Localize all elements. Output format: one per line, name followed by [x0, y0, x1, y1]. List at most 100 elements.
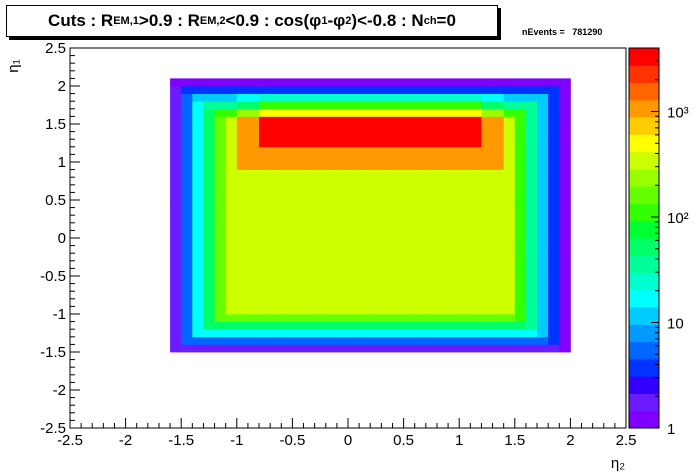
heatmap-cell — [370, 306, 382, 315]
heatmap-cell — [336, 306, 349, 315]
heatmap-cell — [325, 253, 338, 262]
heatmap-cell — [403, 124, 416, 132]
x-tick-label: -2 — [119, 432, 132, 449]
heatmap-cell — [448, 139, 460, 148]
heatmap-cell — [403, 314, 416, 322]
heatmap-cell — [392, 230, 404, 239]
heatmap-cell — [537, 283, 549, 292]
heatmap-cell — [314, 253, 327, 262]
heatmap-cell — [270, 336, 282, 345]
z-tick-label: 1 — [667, 421, 675, 438]
heatmap-cell — [448, 306, 460, 315]
heatmap-cell — [325, 146, 338, 155]
heatmap-cell — [314, 207, 327, 216]
heatmap-cell — [392, 298, 404, 307]
heatmap-cell — [492, 329, 505, 338]
heatmap-cell — [348, 200, 360, 208]
heatmap-cell — [403, 200, 416, 208]
heatmap-cell — [525, 344, 538, 353]
heatmap-cell — [470, 192, 482, 201]
heatmap-cell — [303, 222, 316, 231]
heatmap-cell — [259, 177, 271, 186]
heatmap-cell — [203, 108, 215, 117]
heatmap-cell — [359, 78, 371, 87]
heatmap-cell — [281, 154, 293, 163]
heatmap-cell — [425, 321, 438, 330]
heatmap-cell — [537, 344, 549, 353]
heatmap-cell — [525, 268, 538, 277]
heatmap-cell — [370, 283, 382, 292]
heatmap-cell — [459, 291, 471, 300]
heatmap-cell — [537, 184, 549, 193]
heatmap-cell — [225, 108, 238, 117]
heatmap-cell — [236, 192, 249, 201]
heatmap-cell — [403, 253, 416, 262]
heatmap-cell — [181, 139, 193, 148]
heatmap-cell — [537, 314, 549, 322]
heatmap-cell — [414, 268, 427, 277]
heatmap-cell — [492, 253, 505, 262]
heatmap-cell — [514, 169, 527, 178]
heatmap-cell — [370, 321, 382, 330]
heatmap-cell — [203, 314, 215, 322]
heatmap-cell — [481, 329, 493, 338]
heatmap-cell — [181, 222, 193, 231]
heatmap-cell — [425, 131, 438, 140]
y-axis-ticks: -2.5 -2 -1.5 -1 -0.5 0 0.5 1 1.5 2 2.5 — [40, 40, 80, 437]
heatmap-cell — [214, 230, 227, 239]
heatmap-cell — [281, 108, 293, 117]
heatmap-cell — [170, 154, 182, 163]
heatmap-cell — [514, 291, 527, 300]
heatmap-cell — [336, 200, 349, 208]
heatmap-cell — [292, 298, 304, 307]
heatmap-cell — [459, 200, 471, 208]
heatmap-cell — [503, 207, 516, 216]
heatmap-cell — [325, 230, 338, 239]
heatmap-cell — [192, 93, 204, 102]
heatmap-cell — [470, 177, 482, 186]
heatmap-cell — [381, 177, 393, 186]
heatmap-cell — [203, 321, 215, 330]
heatmap-cell — [436, 238, 449, 246]
chart-title: Cuts : R EM,1 >0.9 : R EM,2 <0.9 : cos(φ 1 -φ 2… — [6, 5, 498, 37]
x-tick-label: 1.5 — [504, 432, 525, 449]
heatmap-cell — [425, 283, 438, 292]
heatmap-cell — [414, 139, 427, 148]
heatmap-cell — [336, 139, 349, 148]
heatmap-cell — [392, 86, 404, 94]
heatmap-cell — [348, 306, 360, 315]
heatmap-cell — [537, 162, 549, 170]
heatmap-cell — [292, 268, 304, 277]
heatmap-cell — [492, 86, 505, 94]
heatmap-cell — [403, 101, 416, 110]
heatmap-cell — [448, 162, 460, 170]
heatmap-cell — [414, 260, 427, 269]
heatmap-cell — [403, 283, 416, 292]
heatmap-cell — [492, 276, 505, 284]
heatmap-cell — [470, 101, 482, 110]
heatmap-cell — [348, 177, 360, 186]
heatmap-cell — [170, 108, 182, 117]
heatmap-cell — [292, 101, 304, 110]
heatmap-cell — [403, 108, 416, 117]
heatmap-cell — [336, 101, 349, 110]
heatmap-cell — [259, 108, 271, 117]
heatmap-cell — [448, 238, 460, 246]
heatmap-cell — [481, 192, 493, 201]
heatmap-cell — [403, 222, 416, 231]
heatmap-cell — [270, 93, 282, 102]
heatmap-cell — [537, 268, 549, 277]
heatmap-cell — [214, 283, 227, 292]
heatmap-cell — [303, 230, 316, 239]
heatmap-cell — [203, 336, 215, 345]
heatmap-cell — [259, 184, 271, 193]
heatmap-cell — [481, 336, 493, 345]
heatmap-cell — [370, 298, 382, 307]
heatmap-cell — [481, 177, 493, 186]
heatmap-cell — [292, 169, 304, 178]
heatmap-cell — [192, 207, 204, 216]
heatmap-cell — [203, 253, 215, 262]
heatmap-cell — [503, 306, 516, 315]
heatmap-cell — [203, 116, 215, 125]
heatmap-cell — [514, 245, 527, 254]
